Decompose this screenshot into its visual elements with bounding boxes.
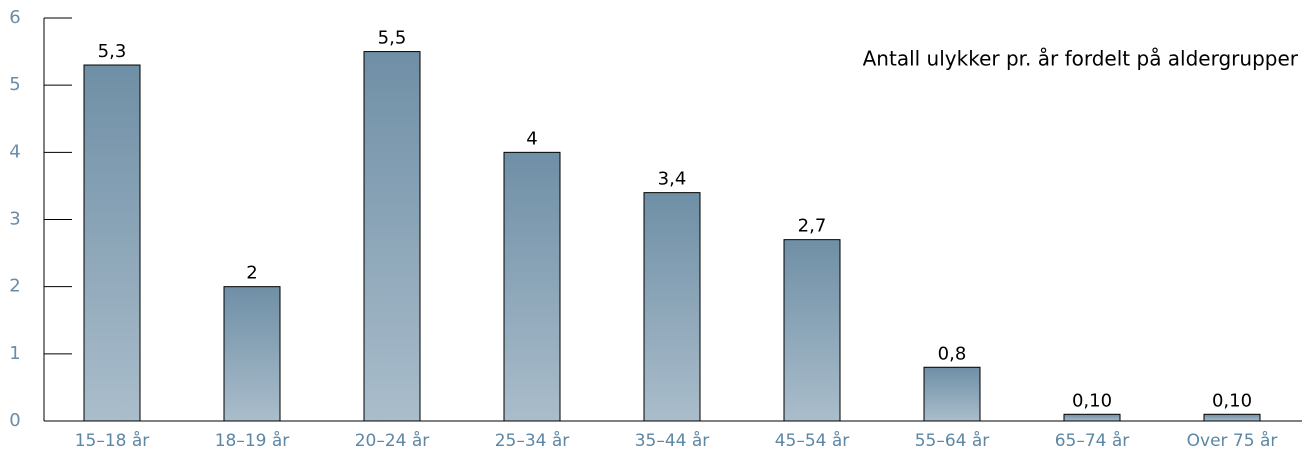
- bar: [1203, 413, 1261, 422]
- y-tick-label: 2: [9, 276, 20, 297]
- value-label: 5,3: [98, 41, 127, 62]
- value-label: 5,5: [378, 28, 407, 49]
- x-tick-label: 45–54 år: [775, 430, 850, 451]
- y-tick-label: 1: [9, 343, 20, 364]
- bar: [923, 366, 981, 422]
- bar: [643, 192, 701, 422]
- bar: [503, 151, 561, 422]
- bar: [83, 64, 141, 422]
- x-tick-label: 15–18 år: [75, 430, 150, 451]
- y-tick-label: 5: [9, 74, 20, 95]
- value-label: 4: [526, 128, 537, 149]
- chart-title: Antall ulykker pr. år fordelt på aldergr…: [863, 47, 1299, 71]
- value-label: 2,7: [798, 216, 827, 237]
- value-label: 0,10: [1072, 390, 1112, 411]
- bar: [223, 286, 281, 422]
- x-tick-label: 20–24 år: [355, 430, 430, 451]
- x-tick-label: 65–74 år: [1055, 430, 1130, 451]
- x-tick-label: 25–34 år: [495, 430, 570, 451]
- bar: [363, 51, 421, 422]
- value-label: 2: [246, 263, 257, 284]
- value-label: 0,8: [938, 343, 967, 364]
- value-label: 0,10: [1212, 390, 1252, 411]
- x-tick-label: 35–44 år: [635, 430, 710, 451]
- y-tick-label: 0: [9, 410, 20, 431]
- bar: [1063, 413, 1121, 422]
- x-tick-label: 55–64 år: [915, 430, 990, 451]
- value-label: 3,4: [658, 169, 687, 190]
- x-tick-label: 18–19 år: [215, 430, 290, 451]
- y-tick-label: 6: [9, 7, 20, 28]
- bar: [783, 239, 841, 422]
- y-tick-label: 3: [9, 209, 20, 230]
- y-tick-label: 4: [9, 141, 20, 162]
- x-tick-label: Over 75 år: [1187, 430, 1278, 451]
